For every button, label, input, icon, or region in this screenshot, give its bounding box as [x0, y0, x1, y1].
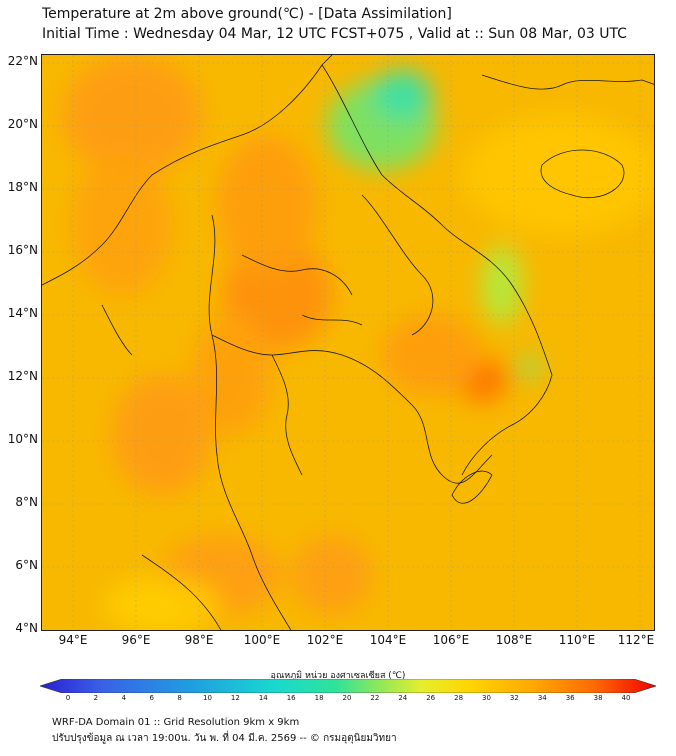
colorbar-tick-label: 8	[177, 694, 182, 702]
temperature-map	[41, 54, 655, 631]
colorbar-tick-label: 24	[398, 694, 408, 702]
lat-label: 12°N	[7, 369, 38, 383]
lat-label: 16°N	[7, 243, 38, 257]
lon-label: 106°E	[432, 633, 470, 647]
map-title: Temperature at 2m above ground(℃) - [Dat…	[42, 6, 452, 22]
lat-label: 4°N	[15, 621, 38, 635]
lon-label: 108°E	[495, 633, 533, 647]
temperature-field	[42, 55, 654, 630]
lat-label: 10°N	[7, 432, 38, 446]
lon-label: 100°E	[243, 633, 281, 647]
lon-label: 112°E	[617, 633, 655, 647]
lat-label: 22°N	[7, 54, 38, 68]
colorbar-tick-label: 14	[258, 694, 268, 702]
map-subtitle: Initial Time : Wednesday 04 Mar, 12 UTC …	[42, 26, 627, 42]
lat-label: 18°N	[7, 180, 38, 194]
colorbar-tick-label: 30	[482, 694, 491, 702]
lat-label: 20°N	[7, 117, 38, 131]
colorbar-tick-label: 22	[370, 694, 380, 702]
lon-label: 96°E	[121, 633, 151, 647]
colorbar-tick-label: 40	[621, 694, 631, 702]
colorbar-tick-label: 34	[537, 694, 547, 702]
colorbar-tick-label: 16	[286, 694, 296, 702]
colorbar-tick-label: 0	[65, 694, 71, 702]
lat-label: 14°N	[7, 306, 38, 320]
lon-label: 110°E	[558, 633, 596, 647]
country-borders	[42, 55, 654, 630]
colorbar-tick-label: 20	[342, 694, 352, 702]
colorbar-tick-label: 36	[565, 694, 575, 702]
graticule	[42, 55, 654, 630]
lon-label: 104°E	[369, 633, 407, 647]
footer-domain: WRF-DA Domain 01 :: Grid Resolution 9km …	[52, 717, 300, 728]
colorbar-tick-label: 18	[314, 694, 324, 702]
lat-label: 6°N	[15, 558, 38, 572]
colorbar-tick-label: 2	[93, 694, 99, 702]
colorbar-tick-label: 26	[426, 694, 436, 702]
colorbar-tick-label: 32	[509, 694, 519, 702]
footer-update: ปรับปรุงข้อมูล ณ เวลา 19:00น. วัน พ. ที่…	[52, 733, 397, 744]
lon-label: 94°E	[58, 633, 88, 647]
colorbar-tick-label: 28	[454, 694, 464, 702]
lat-label: 8°N	[15, 495, 38, 509]
colorbar	[40, 679, 656, 693]
colorbar-title: อุณหภูมิ หน่วย องศาเซลเซียส (℃)	[270, 671, 406, 681]
lon-label: 98°E	[184, 633, 214, 647]
lon-label: 102°E	[306, 633, 344, 647]
colorbar-tick-label: 10	[203, 694, 212, 702]
colorbar-tick-label: 6	[149, 694, 154, 702]
colorbar-tick-label: 4	[121, 694, 127, 702]
colorbar-tick-label: 38	[593, 694, 603, 702]
colorbar-tick-label: 12	[230, 694, 240, 702]
